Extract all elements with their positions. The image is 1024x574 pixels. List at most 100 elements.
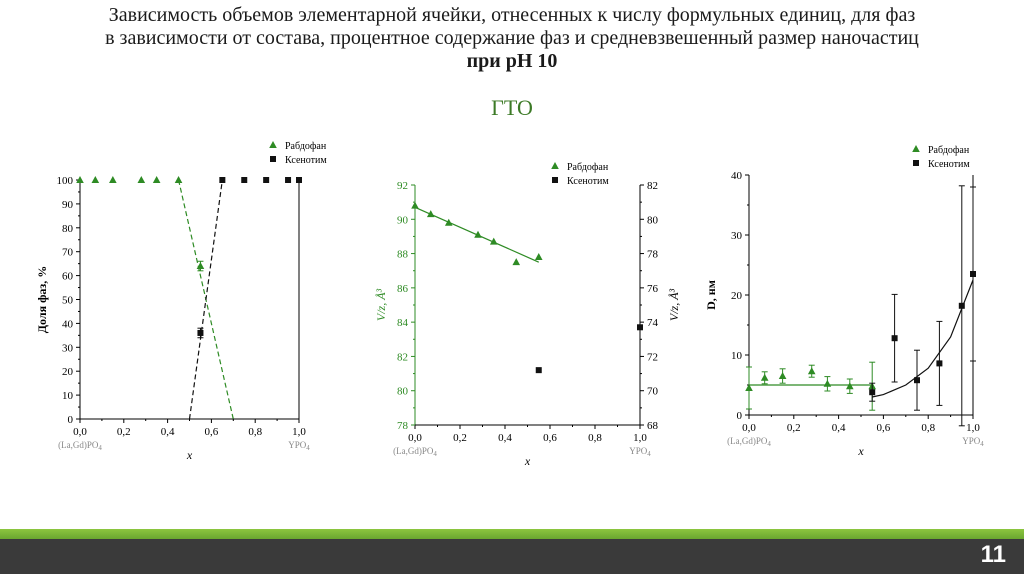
data-point <box>534 253 543 260</box>
data-point <box>823 379 832 387</box>
x-axis-label: x <box>857 444 864 458</box>
data-point <box>296 177 302 183</box>
legend-marker <box>913 160 919 166</box>
data-point <box>778 372 787 379</box>
legend-label: Ксенотим <box>928 159 970 170</box>
x-tick-label: 1,0 <box>633 432 647 444</box>
data-point <box>411 201 419 209</box>
data-point <box>76 176 84 183</box>
footer-bar <box>0 539 1024 574</box>
y-tick-label: 0 <box>68 414 74 426</box>
legend-label: Рабдофан <box>285 141 327 152</box>
y-tick-label: 100 <box>57 175 74 187</box>
data-point <box>914 377 920 384</box>
y-right-tick-label: 82 <box>647 180 658 192</box>
x-end-label-right: YPO4 <box>962 436 984 448</box>
data-point <box>219 177 226 183</box>
legend-marker <box>551 162 559 169</box>
y-tick-label: 30 <box>62 342 74 354</box>
x-end-label-left: (La,Gd)PO4 <box>393 446 437 458</box>
x-tick-label: 0,8 <box>921 422 935 434</box>
x-axis-label: x <box>524 454 531 468</box>
data-point <box>891 335 898 342</box>
data-point <box>285 177 292 183</box>
y-right-tick-label: 76 <box>647 283 659 295</box>
x-tick-label: 0,0 <box>742 422 756 434</box>
y-left-tick-label: 92 <box>397 180 408 192</box>
x-end-label-right: YPO4 <box>629 446 651 458</box>
data-point <box>807 367 816 375</box>
legend-label: Ксенотим <box>567 176 609 187</box>
series-fit-line <box>872 279 974 398</box>
legend-label: Рабдофан <box>567 162 609 173</box>
y-right-tick-label: 78 <box>647 249 659 261</box>
data-point <box>174 176 183 183</box>
data-point <box>109 176 117 183</box>
data-point <box>137 176 146 183</box>
y-tick-label: 40 <box>731 170 743 182</box>
y-axis-left-label: V/z, Å³ <box>374 288 388 321</box>
x-tick-label: 0,6 <box>205 426 219 438</box>
x-tick-label: 0,8 <box>588 432 602 444</box>
page-number: 11 <box>980 541 1006 568</box>
y-right-tick-label: 80 <box>647 214 659 226</box>
x-tick-label: 0,4 <box>832 422 846 434</box>
data-point <box>512 258 521 266</box>
data-point <box>489 237 498 245</box>
y-axis-label: D, нм <box>704 280 718 310</box>
x-tick-label: 0,2 <box>453 432 467 444</box>
data-point <box>637 324 643 331</box>
y-left-tick-label: 90 <box>397 214 409 226</box>
data-point <box>936 360 943 367</box>
y-tick-label: 40 <box>62 318 74 330</box>
y-left-tick-label: 78 <box>397 420 409 432</box>
y-tick-label: 50 <box>62 295 74 307</box>
x-tick-label: 0,0 <box>408 432 422 444</box>
y-axis-label: Доля фаз, % <box>35 266 49 333</box>
y-tick-label: 90 <box>62 199 74 211</box>
data-point <box>958 302 965 309</box>
y-tick-label: 20 <box>62 366 74 378</box>
series-fit-line <box>188 179 223 420</box>
data-point <box>745 384 753 391</box>
y-tick-label: 30 <box>731 230 743 242</box>
y-tick-label: 70 <box>62 247 74 259</box>
title-line-3: при pH 10 <box>466 50 558 72</box>
title-line-2: в зависимости от состава, процентное сод… <box>105 27 919 49</box>
x-tick-label: 0,2 <box>787 422 801 434</box>
data-point <box>474 230 482 238</box>
data-point <box>970 271 976 277</box>
data-point <box>241 177 248 183</box>
data-point <box>426 210 435 218</box>
x-tick-label: 0,4 <box>498 432 512 444</box>
y-tick-label: 10 <box>62 390 74 402</box>
x-tick-label: 0,8 <box>248 426 262 438</box>
x-tick-label: 0,0 <box>73 426 87 438</box>
x-tick-label: 0,6 <box>877 422 891 434</box>
data-point <box>444 218 453 226</box>
x-tick-label: 0,4 <box>161 426 175 438</box>
y-right-tick-label: 68 <box>647 420 659 432</box>
x-end-label-left: (La,Gd)PO4 <box>727 436 771 448</box>
y-left-tick-label: 86 <box>397 283 409 295</box>
slide-title: Зависимость объемов элементарной ячейки,… <box>0 4 1024 73</box>
y-right-tick-label: 70 <box>647 386 659 398</box>
legend-label: Ксенотим <box>285 155 327 166</box>
data-point <box>263 177 270 183</box>
data-point <box>535 367 542 374</box>
x-axis-label: x <box>186 448 193 462</box>
y-left-tick-label: 82 <box>397 351 408 363</box>
data-point <box>91 176 100 183</box>
slide-subtitle: ГТО <box>491 95 533 120</box>
legend-marker <box>270 156 276 162</box>
y-axis-right-label: V/z, Å³ <box>667 288 681 321</box>
y-left-tick-label: 88 <box>397 249 409 261</box>
y-tick-label: 80 <box>62 223 74 235</box>
title-line-1: Зависимость объемов элементарной ячейки,… <box>108 4 916 26</box>
data-point <box>760 373 769 381</box>
y-tick-label: 20 <box>731 290 743 302</box>
data-point <box>869 389 876 396</box>
